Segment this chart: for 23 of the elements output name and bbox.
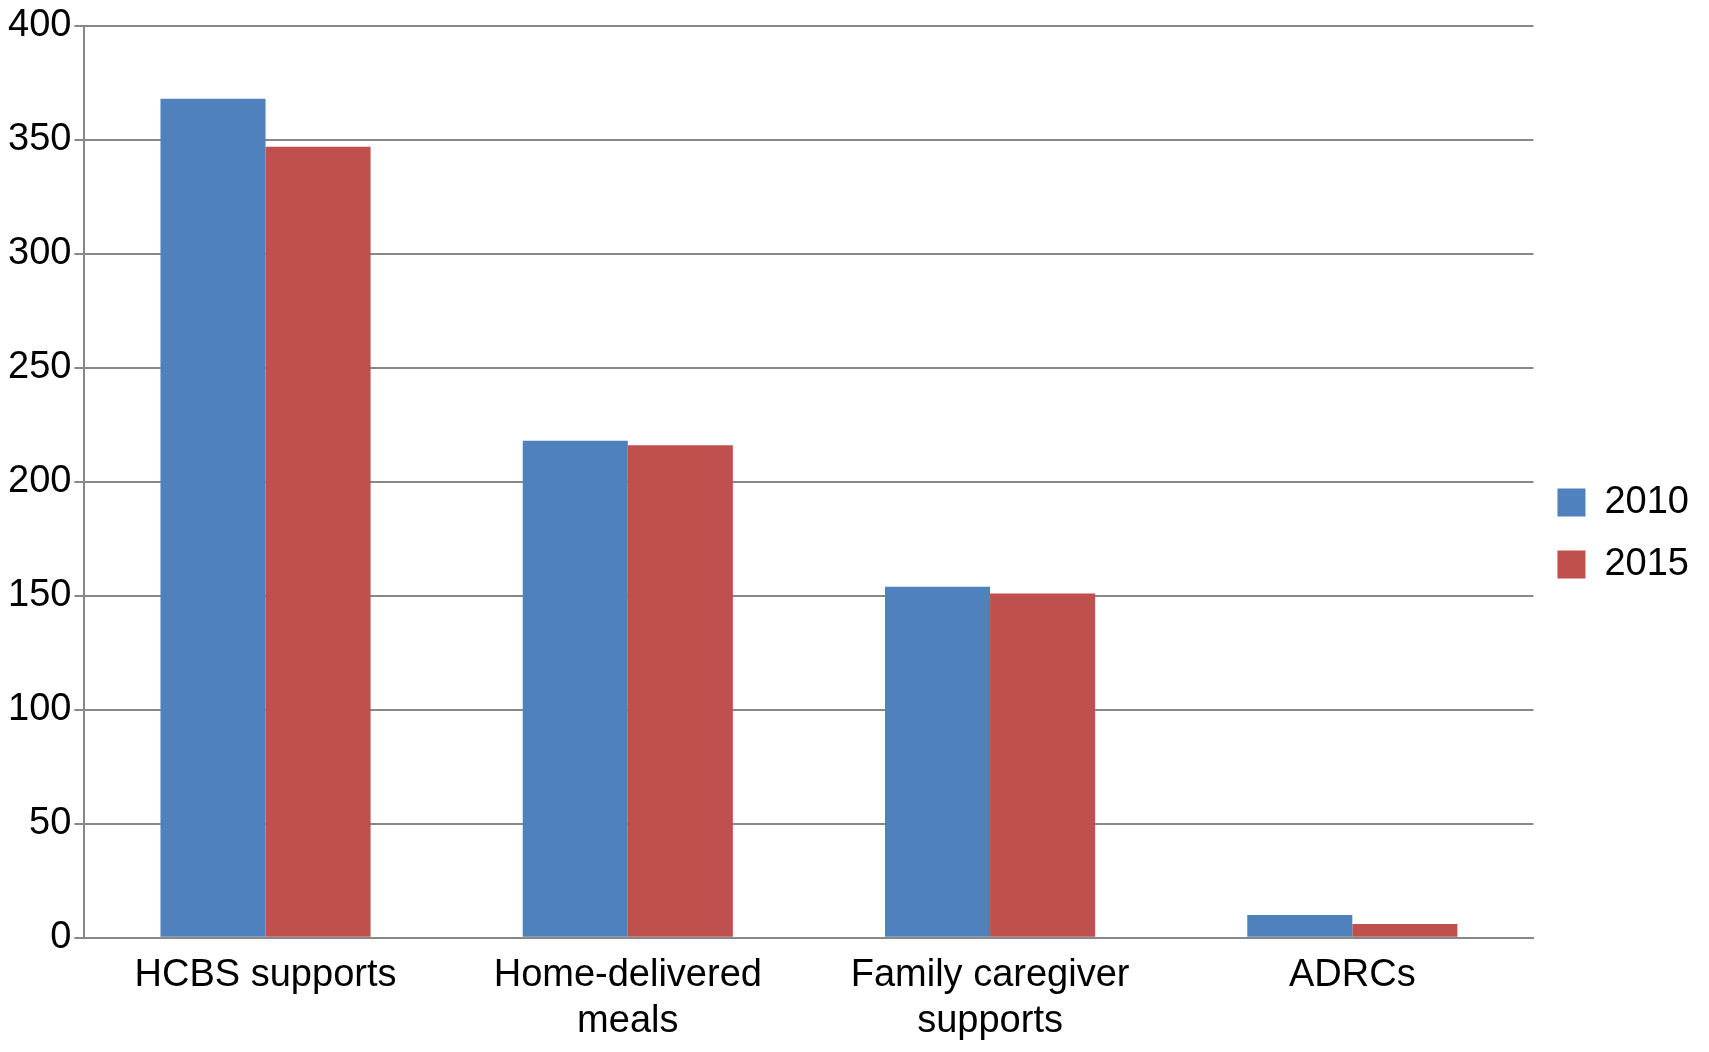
y-tick-label: 100 xyxy=(8,686,72,729)
bar xyxy=(990,593,1096,937)
x-tick-label: ADRCs xyxy=(1288,952,1416,995)
y-tick-label: 250 xyxy=(8,344,72,387)
x-tick-label: HCBS supports xyxy=(134,952,397,995)
y-tick-label: 200 xyxy=(8,458,72,501)
legend-label: 2015 xyxy=(1604,540,1690,583)
bar xyxy=(522,440,628,937)
bar xyxy=(885,586,991,937)
legend-label: 2010 xyxy=(1604,478,1690,521)
y-tick-label: 150 xyxy=(8,572,72,615)
bar xyxy=(1352,924,1458,937)
bar xyxy=(265,146,371,937)
bar xyxy=(160,98,266,937)
y-tick-label: 400 xyxy=(8,2,72,45)
y-tick-label: 50 xyxy=(29,800,72,843)
x-tick-label: Family caregiver supports xyxy=(850,952,1130,1040)
y-tick-label: 300 xyxy=(8,230,72,273)
y-tick-label: 0 xyxy=(50,914,72,957)
bar xyxy=(1247,915,1353,937)
y-tick-label: 350 xyxy=(8,116,72,159)
bar xyxy=(627,445,733,937)
x-tick-label: Home-delivered meals xyxy=(493,952,762,1040)
